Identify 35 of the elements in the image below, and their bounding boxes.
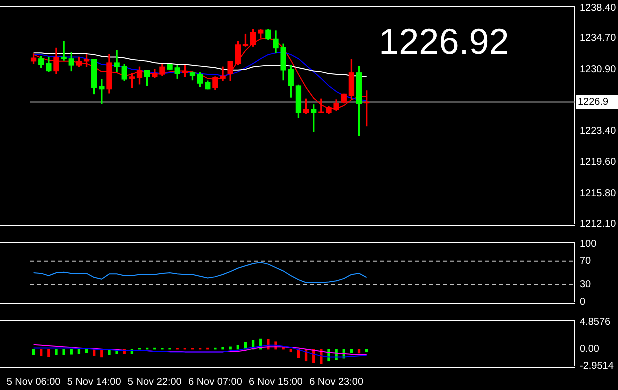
bar	[290, 349, 292, 353]
y-tick-label: 1238.40	[580, 2, 617, 14]
x-tick-label: 6 Nov 23:00	[310, 376, 364, 388]
bar	[40, 349, 43, 356]
bar	[32, 349, 36, 356]
ref-line-label: 1226.9	[578, 97, 610, 108]
bar	[222, 347, 224, 350]
y-tick-label: 1223.40	[580, 126, 617, 137]
y-tick-label: 30	[580, 279, 592, 290]
x-tick-label: 6 Nov 07:00	[188, 376, 243, 388]
y-tick-label: 1212.10	[580, 218, 617, 230]
x-tick-label: 5 Nov 22:00	[128, 376, 182, 388]
y-tick-label: 1234.70	[580, 33, 617, 44]
x-tick-label: 5 Nov 06:00	[6, 376, 62, 388]
x-tick-label: 5 Nov 14:00	[67, 376, 122, 388]
bar	[358, 349, 361, 354]
bar	[55, 349, 58, 356]
y-tick-label: 0	[580, 296, 586, 308]
annotation: 1226.92	[379, 21, 510, 62]
bar	[350, 349, 354, 354]
y-tick-label: 0.00	[580, 344, 600, 356]
y-tick-label: 1215.80	[580, 188, 617, 200]
y-tick-label: 4.8576	[580, 316, 612, 328]
x-tick-label: 6 Nov 15:00	[249, 376, 304, 388]
bar	[48, 349, 50, 358]
y-tick-label: 70	[580, 256, 592, 268]
bar	[366, 349, 368, 353]
bar	[70, 349, 73, 355]
y-tick-label: 100	[580, 238, 598, 250]
y-tick-label: 1219.60	[580, 157, 617, 168]
candlestick	[167, 64, 173, 70]
y-tick-label: 1230.90	[580, 64, 617, 76]
y-tick-label: -2.9514	[580, 360, 614, 372]
bar	[62, 349, 66, 356]
bar	[236, 345, 240, 350]
